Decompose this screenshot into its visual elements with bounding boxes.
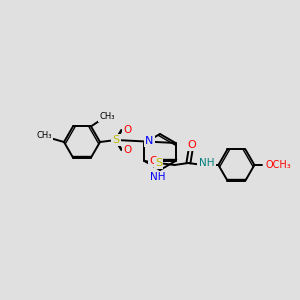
Text: S: S: [112, 135, 120, 145]
Text: O: O: [123, 125, 131, 135]
Text: CH₃: CH₃: [36, 131, 52, 140]
Text: N: N: [145, 136, 154, 146]
Text: S: S: [155, 158, 162, 168]
Text: O: O: [187, 140, 196, 150]
Text: NH: NH: [150, 172, 166, 182]
Text: OCH₃: OCH₃: [266, 160, 291, 170]
Text: O: O: [123, 145, 131, 155]
Text: O: O: [149, 156, 158, 166]
Text: NH: NH: [199, 158, 214, 168]
Text: CH₃: CH₃: [99, 112, 115, 121]
